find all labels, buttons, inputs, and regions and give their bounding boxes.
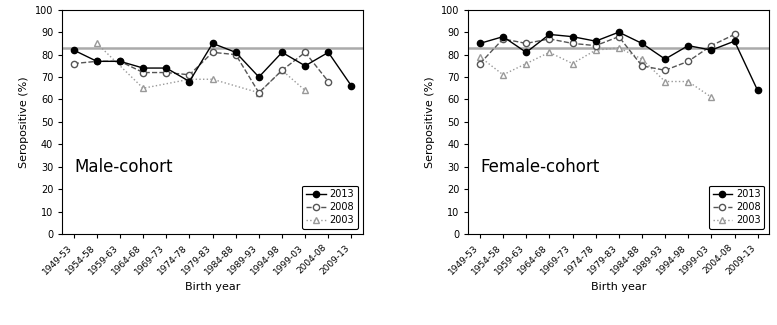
2013 [498,35,507,39]
2008 [208,50,218,54]
2003 [208,77,218,81]
2013 [185,80,194,84]
2013 [684,44,693,47]
2003 [301,88,310,92]
2008 [545,37,554,41]
2008 [138,71,148,74]
2013 [324,50,333,54]
2003 [498,73,507,77]
2008 [254,91,263,95]
2013 [568,35,577,39]
2013 [92,59,102,63]
2013 [162,66,171,70]
2008 [730,32,739,36]
2013 [254,75,263,79]
2008 [324,80,333,84]
2008 [614,35,623,39]
Legend: 2013, 2008, 2003: 2013, 2008, 2003 [302,186,358,229]
2013 [231,50,240,54]
2013 [347,84,356,88]
2013 [208,41,218,45]
2008 [684,59,693,63]
2008 [92,59,102,63]
2008 [115,59,124,63]
Line: 2013: 2013 [477,29,761,94]
Text: Female-cohort: Female-cohort [480,158,600,176]
2013 [730,39,739,43]
Line: 2013: 2013 [71,40,354,89]
2003 [568,62,577,66]
Line: 2008: 2008 [477,31,737,73]
2013 [545,32,554,36]
2013 [753,88,762,92]
2003 [637,57,646,61]
2008 [498,37,507,41]
2008 [521,41,531,45]
2008 [476,62,485,66]
2003 [185,77,194,81]
2003 [254,91,263,95]
2013 [591,39,601,43]
Line: 2003: 2003 [94,40,308,96]
2003 [138,86,148,90]
X-axis label: Birth year: Birth year [185,282,240,292]
2013 [707,48,716,52]
2003 [476,55,485,59]
2003 [545,50,554,54]
2013 [115,59,124,63]
Text: Male-cohort: Male-cohort [74,158,172,176]
2013 [660,57,670,61]
2008 [637,64,646,68]
2008 [185,73,194,77]
2008 [277,68,287,72]
2008 [660,68,670,72]
2008 [162,71,171,74]
2013 [301,64,310,68]
Legend: 2013, 2008, 2003: 2013, 2008, 2003 [709,186,765,229]
2013 [637,41,646,45]
2013 [277,50,287,54]
Line: 2008: 2008 [71,49,332,96]
2008 [69,62,78,66]
2008 [231,53,240,57]
Line: 2003: 2003 [477,45,715,100]
2003 [614,46,623,50]
X-axis label: Birth year: Birth year [591,282,646,292]
2008 [568,41,577,45]
2003 [92,41,102,45]
2008 [301,50,310,54]
2003 [521,62,531,66]
Y-axis label: Seropositive (%): Seropositive (%) [425,76,435,168]
2013 [69,48,78,52]
2003 [707,95,716,99]
2013 [476,41,485,45]
2013 [138,66,148,70]
2003 [684,80,693,84]
2008 [591,44,601,47]
2008 [707,44,716,47]
Y-axis label: Seropositive (%): Seropositive (%) [19,76,30,168]
2013 [521,50,531,54]
2003 [591,48,601,52]
2013 [614,30,623,34]
2003 [660,80,670,84]
2003 [277,68,287,72]
